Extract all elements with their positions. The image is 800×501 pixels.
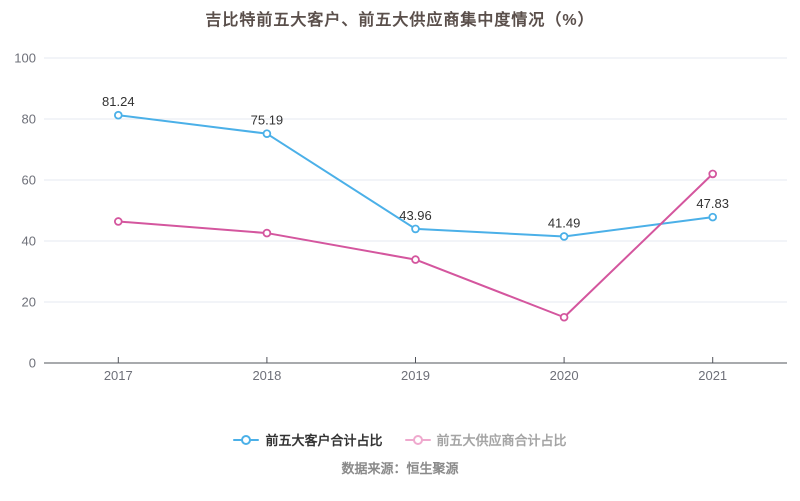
data-label: 43.96 bbox=[399, 208, 432, 223]
data-point bbox=[262, 228, 272, 238]
y-tick-label: 20 bbox=[22, 295, 36, 310]
line-chart-plot-area: 0 20 40 60 80 100 2017 2018 2019 2020 2021 81.24 75.… bbox=[14, 51, 787, 383]
data-label: 75.19 bbox=[251, 113, 284, 128]
legend-label-suppliers: 前五大供应商合计占比 bbox=[436, 433, 567, 448]
y-tick-label: 40 bbox=[22, 234, 36, 249]
chart-title: 吉比特前五大客户、前五大供应商集中度情况（%） bbox=[205, 12, 595, 29]
legend-item-customers[interactable]: 前五大客户合计占比 bbox=[233, 430, 383, 449]
data-point bbox=[114, 217, 123, 226]
data-point bbox=[411, 255, 420, 264]
legend-item-suppliers[interactable]: 前五大供应商合计占比 bbox=[404, 430, 567, 449]
legend-label-customers: 前五大客户合计占比 bbox=[265, 433, 383, 448]
data-source-note: 数据来源：恒生聚源 bbox=[341, 461, 459, 476]
data-point bbox=[559, 312, 569, 322]
y-tick-label: 100 bbox=[14, 51, 36, 66]
x-tick-label: 2018 bbox=[252, 368, 281, 383]
data-point bbox=[559, 232, 569, 241]
legend: 前五大客户合计占比 前五大供应商合计占比 bbox=[0, 430, 800, 449]
data-point bbox=[114, 110, 123, 120]
x-tick-label: 2020 bbox=[550, 368, 579, 383]
line-circle-marker-icon bbox=[404, 434, 431, 446]
y-tick-label: 60 bbox=[22, 173, 36, 188]
x-tick-label: 2019 bbox=[401, 368, 430, 383]
data-point bbox=[708, 169, 717, 179]
y-tick-label: 0 bbox=[29, 356, 36, 371]
data-point bbox=[411, 224, 420, 234]
line-circle-marker-icon bbox=[233, 434, 260, 446]
data-label: 41.49 bbox=[548, 215, 581, 230]
series-line-1 bbox=[118, 173, 714, 319]
x-tick-label: 2021 bbox=[698, 368, 727, 383]
data-point bbox=[262, 129, 272, 138]
y-tick-label: 80 bbox=[22, 112, 36, 127]
x-tick-label: 2017 bbox=[104, 368, 133, 383]
data-label: 47.83 bbox=[696, 196, 729, 211]
data-label: 81.24 bbox=[102, 94, 135, 109]
data-point bbox=[708, 212, 717, 222]
